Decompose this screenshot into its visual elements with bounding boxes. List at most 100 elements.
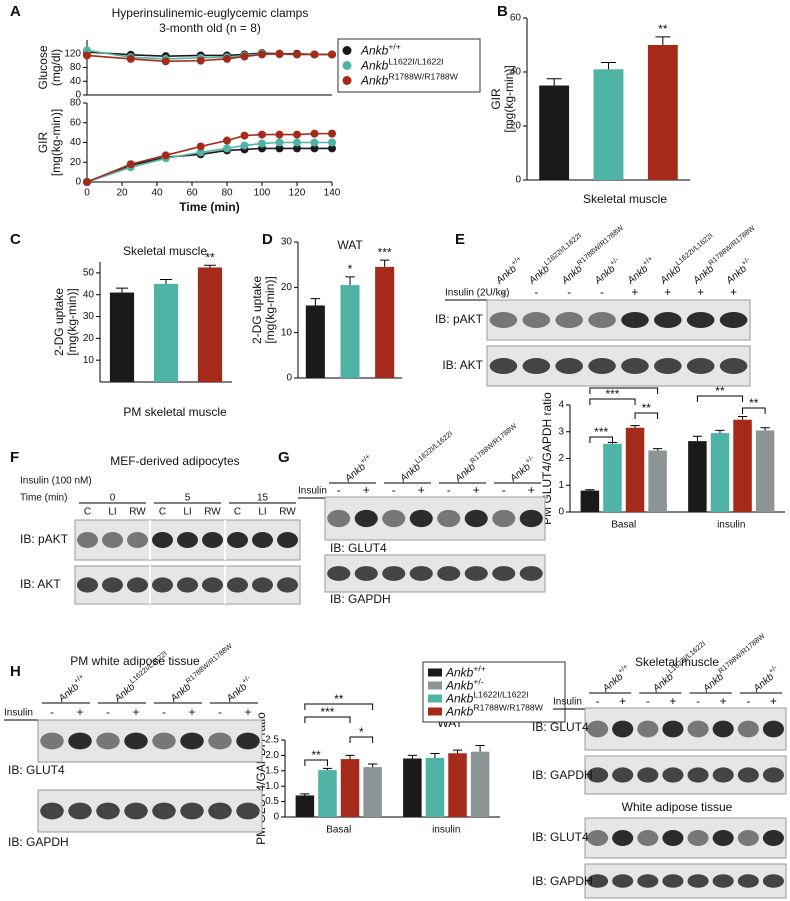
error-bar [546,78,562,86]
legend-label: Ankb+/+ [360,42,401,58]
panel-letter: F [10,449,19,466]
treatment-sign: + [631,285,638,299]
lane-label: Ankb+/- [589,254,624,286]
blot-band [180,802,204,820]
blot-band [637,874,659,888]
blot-row-label: IB: GAPDH [8,835,69,849]
significance-bracket [349,736,374,743]
x-axis-label: Time (min) [179,200,239,214]
blot-band [587,874,609,888]
point [83,51,91,60]
treatment-sign: + [418,483,425,497]
blot-band [409,566,433,581]
legend-label: AnkbR1788W/R1788W [445,703,544,719]
chart-title: WAT [337,238,363,252]
legend-label: AnkbR1788W/R1788W [360,72,459,88]
blot-band [382,566,406,581]
blot-band [77,532,98,548]
blot-row-label: IB: GLUT4 [532,720,589,734]
treatment-sign: - [746,694,750,708]
legend-marker [342,76,352,85]
treatment-sign: - [596,694,600,708]
legend-label: Ankb+/- [445,677,484,693]
blot-band [202,532,223,548]
treatment-sign: + [664,285,671,299]
blot-band [587,767,609,783]
treatment-label: Insulin [4,708,33,719]
error-bar [452,749,463,754]
bar [470,751,490,817]
y-tick-label: 30 [281,237,293,248]
blot-band [40,802,64,820]
significance: ** [715,384,725,398]
significance: ** [312,748,322,762]
bar [710,433,730,512]
y-tick-label: 4 [558,400,564,411]
bar [305,305,325,378]
point [83,178,91,186]
blot-row-label: IB: GAPDH [532,768,593,782]
blot-band [762,830,784,846]
legend-box [422,661,566,723]
treatment-sign: + [76,705,83,719]
blot-band [662,767,684,783]
blot-band [588,312,616,328]
blot-band [687,830,709,846]
blot-band [712,720,734,738]
error-bar [652,448,663,451]
y-tick-label: 80 [70,98,82,109]
legend-marker [428,694,442,703]
blot-band [202,577,223,593]
blot-band [522,312,551,328]
panel-letter: H [10,663,21,680]
blot-band [687,720,709,738]
legend-marker [428,707,442,716]
blot-title: Skeletal muscle [635,655,719,669]
error-bar [203,264,217,268]
point [293,144,301,153]
y-axis-label: PM GLUT4/GAPDH ratio [540,392,554,525]
error-bar [310,298,321,306]
y-tick-label: 2 [558,453,564,464]
bar [647,45,678,180]
y-tick-label: 20 [281,282,293,293]
treatment-label: Insulin [298,486,327,497]
lane-label: LI [108,507,116,518]
treatment-label: Insulin [553,697,582,708]
point [293,138,301,147]
error-bar [379,259,390,267]
blot-band [712,830,734,846]
blot-title: PM skeletal muscle [123,405,227,419]
y-tick-label: 0 [286,373,292,384]
blot-band [637,767,659,783]
x-tick-label: insulin [432,825,460,836]
blot-band [152,732,176,750]
point [258,139,266,148]
treatment-sign: + [697,285,704,299]
blot-band [654,358,682,374]
bar [733,419,752,512]
point [126,160,135,169]
treatment-sign: - [567,285,571,299]
y-tick-label: 1.0 [265,781,279,792]
treatment-sign: - [696,694,700,708]
blot-band [68,732,92,750]
panel-letter: A [10,3,21,20]
treatment-sign: + [188,705,195,719]
treatment-sign: - [501,285,505,299]
blot-band [180,732,204,750]
blot-row-label: IB: GAPDH [532,874,593,888]
time-value: 0 [110,493,116,504]
significance-bracket [589,436,613,443]
bar [153,283,179,382]
blot-band [621,358,649,374]
y-axis-label: Glucose [36,45,50,89]
treatment-label: Insulin (2U/kg) [445,288,509,299]
lane-label: LI [258,507,266,518]
lane-label: RW [279,507,296,518]
y-tick-label: 2.0 [265,750,279,761]
y-tick-label: 20 [510,121,522,132]
bar [340,759,360,817]
blot-band [612,874,634,888]
blot-band [437,566,461,581]
